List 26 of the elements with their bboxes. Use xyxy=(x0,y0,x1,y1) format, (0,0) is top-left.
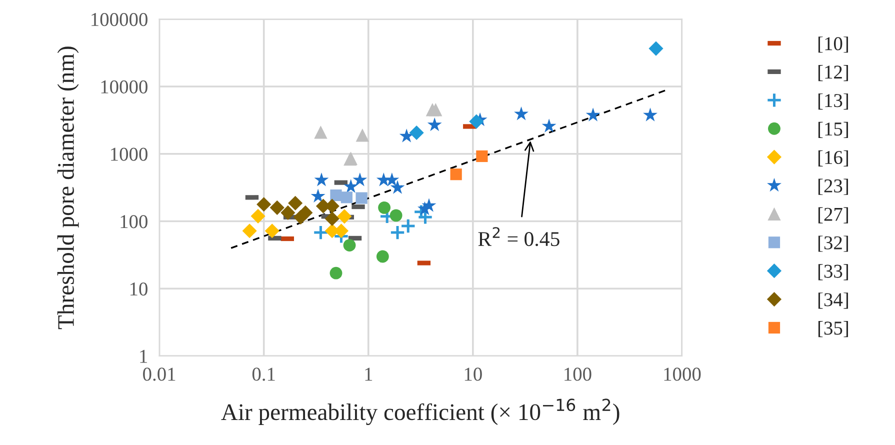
x-tick-label: 1 xyxy=(365,368,372,381)
y-tick-label: 10000 xyxy=(101,80,148,94)
y-tick-label: 10 xyxy=(130,282,148,296)
y-tick-label: 100000 xyxy=(92,12,148,26)
y-tick-label: 100 xyxy=(120,215,148,228)
annotation: R$^{2}$ = 0.45 xyxy=(478,227,560,246)
legend-label: [27] xyxy=(818,207,848,224)
legend-label: [32] xyxy=(818,236,848,252)
legend-label: [15] xyxy=(818,122,848,138)
legend-label: [23] xyxy=(818,178,848,195)
legend-label: [13] xyxy=(818,93,848,110)
y-tick-label: 1000 xyxy=(111,148,148,161)
y-axis-title: Threshold pore diameter (nm) xyxy=(57,46,79,330)
y-tick-label: 1 xyxy=(140,350,148,363)
legend-label: [34] xyxy=(818,292,848,309)
legend-label: [10] xyxy=(818,36,848,53)
x-tick-label: 1000 xyxy=(664,368,701,381)
x-tick-label: 10 xyxy=(464,368,482,381)
legend-label: [33] xyxy=(818,264,848,280)
x-tick-label: 0.01 xyxy=(143,368,176,381)
legend-label: [35] xyxy=(818,321,848,338)
x-axis-title: Air permeability coefficient (× 10$^{−16}$ m$^{2}$) xyxy=(221,398,620,426)
x-tick-label: 0.1 xyxy=(252,368,275,381)
x-tick-label: 100 xyxy=(564,368,592,381)
legend-label: [12] xyxy=(818,65,848,82)
legend-label: [16] xyxy=(818,150,848,166)
